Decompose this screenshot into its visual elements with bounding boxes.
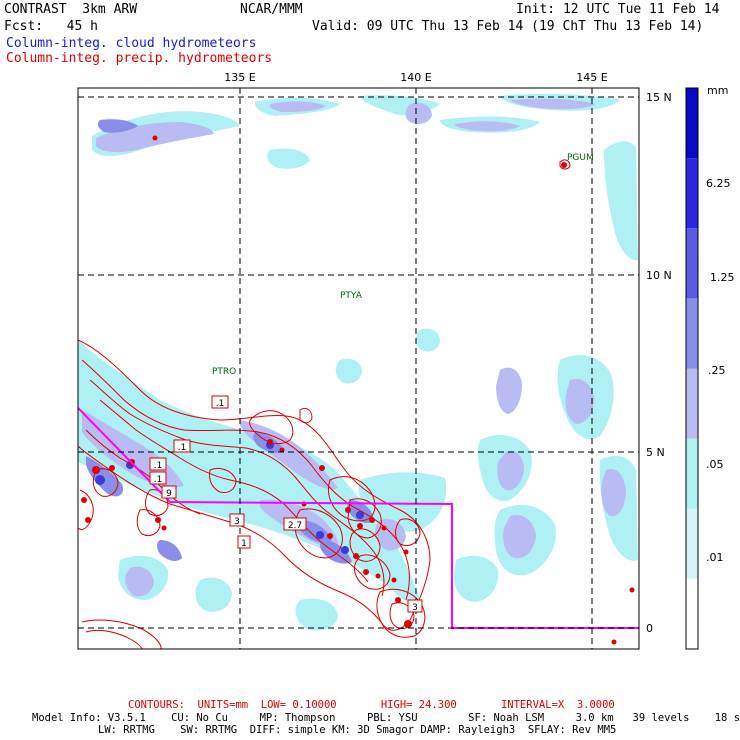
lat-label-15n: 15 N — [646, 91, 672, 104]
legend-unit: mm — [707, 84, 728, 97]
legend-label-1.25: 1.25 — [710, 271, 735, 284]
legend-swatch — [686, 158, 698, 229]
model-info-line1: Model Info: V3.5.1 CU: No Cu MP: Thompso… — [32, 712, 740, 724]
contour-label: .1 — [154, 475, 163, 485]
contour-label: 9 — [166, 489, 172, 499]
color-legend: mm 6.25 1.25 .25 .05 .01 — [685, 84, 735, 650]
legend-swatch — [686, 578, 698, 649]
product-title: CONTRAST 3km ARW — [4, 2, 138, 17]
legend-swatch — [686, 438, 698, 509]
legend-label-0.25: .25 — [708, 364, 726, 377]
lat-lon-grid — [78, 88, 639, 649]
contour-label: .1 — [178, 443, 187, 453]
forecast-hour: Fcst: 45 h — [4, 19, 98, 34]
cloud-field — [78, 93, 638, 631]
contour-label: 3 — [234, 517, 240, 527]
legend-swatch — [686, 368, 698, 439]
lat-label-10n: 10 N — [646, 269, 672, 282]
contour-label: 2.7 — [288, 521, 302, 531]
contour-labels: .1 .1 .1 .1 9 3 2.7 1 3 — [149, 395, 423, 613]
map-frame — [77, 87, 640, 650]
legend-label-6.25: 6.25 — [706, 177, 731, 190]
station-ptro: PTRO — [212, 367, 236, 377]
legend-swatches — [686, 88, 698, 649]
contour-label: .1 — [154, 461, 163, 471]
contour-info: CONTOURS: UNITS=mm LOW= 0.10000 HIGH= 24… — [128, 699, 615, 711]
contour-label: 1 — [241, 539, 247, 549]
field-precip-label: Column-integ. precip. hydrometeors — [6, 51, 273, 66]
lat-label-5n: 5 N — [646, 446, 665, 459]
legend-swatch — [686, 228, 698, 299]
valid-time: Valid: 09 UTC Thu 13 Feb 14 (19 ChT Thu … — [312, 19, 704, 34]
legend-swatch — [686, 508, 698, 579]
lon-label-135: 135 E — [224, 71, 255, 84]
field-cloud-label: Column-integ. cloud hydrometeors — [6, 36, 257, 51]
nested-domain-boundary — [78, 407, 639, 629]
precip-maxima — [81, 135, 635, 645]
legend-label-0.01: .01 — [706, 551, 724, 564]
lat-label-0: 0 — [646, 622, 653, 635]
legend-label-0.05: .05 — [706, 458, 724, 471]
station-pgum: PGUM — [567, 153, 594, 163]
lon-label-140: 140 E — [400, 71, 431, 84]
model-info-line2: LW: RRTMG SW: RRTMG DIFF: simple KM: 3D … — [98, 724, 617, 736]
station-ptya: PTYA — [340, 291, 363, 301]
legend-swatch — [686, 298, 698, 369]
legend-swatch — [686, 88, 698, 159]
init-time: Init: 12 UTC Tue 11 Feb 14 — [516, 2, 720, 17]
center-name: NCAR/MMM — [240, 2, 303, 17]
lon-label-145: 145 E — [576, 71, 607, 84]
contour-label: 3 — [412, 603, 418, 613]
contour-label: .1 — [216, 399, 225, 409]
